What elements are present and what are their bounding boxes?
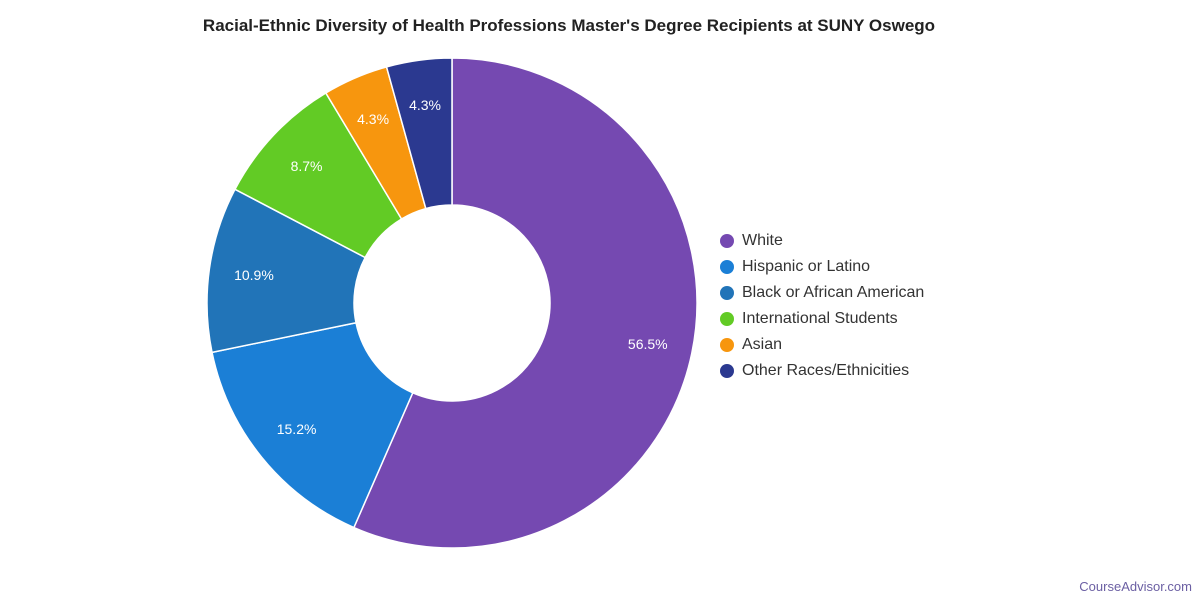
slice-label: 8.7% <box>291 158 323 174</box>
legend-label: International Students <box>742 310 898 327</box>
slice-label: 4.3% <box>357 111 389 127</box>
slice-other-races-ethnicities[interactable] <box>385 57 453 210</box>
legend-swatch <box>720 364 734 378</box>
slice-label: 4.3% <box>409 97 441 113</box>
legend-label: Other Races/Ethnicities <box>742 362 910 379</box>
legend-item[interactable]: Asian <box>720 332 924 358</box>
legend-item[interactable]: Black or African American <box>720 280 924 306</box>
legend-swatch <box>720 312 734 326</box>
legend-swatch <box>720 234 734 248</box>
chart-legend: White Hispanic or Latino Black or African … <box>720 228 924 384</box>
chart-title: Racial-Ethnic Diversity of Health Profes… <box>202 16 936 35</box>
slice-label: 56.5% <box>628 336 668 352</box>
legend-label: Black or African American <box>742 284 925 301</box>
slice-white[interactable] <box>352 57 698 549</box>
slice-hispanic-or-latino[interactable] <box>211 321 414 529</box>
legend-swatch <box>720 260 734 274</box>
slice-label: 15.2% <box>277 421 317 437</box>
legend-label: White <box>742 232 783 249</box>
slice-label: 10.9% <box>234 267 274 283</box>
watermark[interactable]: CourseAdvisor.com <box>1079 579 1192 594</box>
legend-item[interactable]: Other Races/Ethnicities <box>720 358 924 384</box>
legend-item[interactable]: White <box>720 228 924 254</box>
legend-swatch <box>720 286 734 300</box>
legend-item[interactable]: Hispanic or Latino <box>720 254 924 280</box>
legend-label: Hispanic or Latino <box>742 258 871 275</box>
legend-swatch <box>720 338 734 352</box>
legend-item[interactable]: International Students <box>720 306 924 332</box>
legend-label: Asian <box>742 336 783 353</box>
